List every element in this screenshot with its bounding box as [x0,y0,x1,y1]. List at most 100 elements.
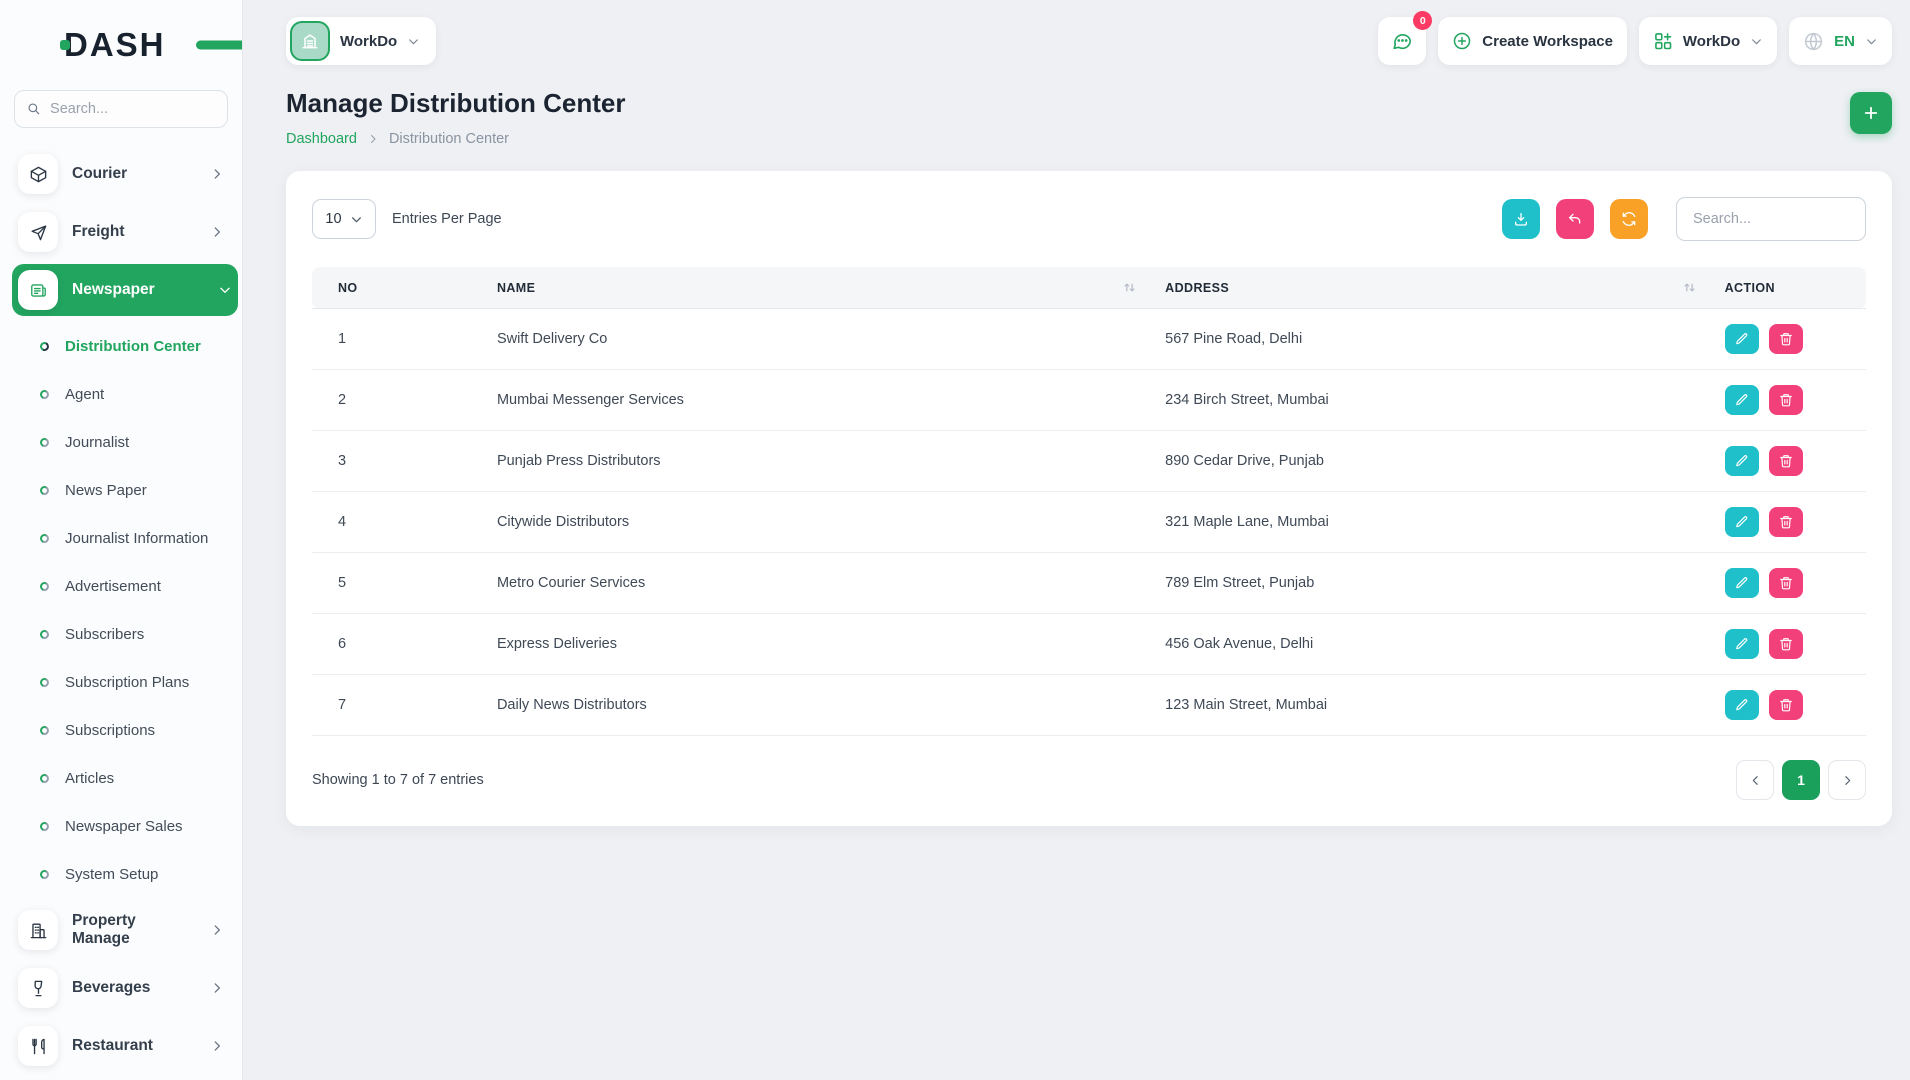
sidebar-subitem[interactable]: Advertisement [0,562,242,610]
sidebar-search-input[interactable] [50,101,215,117]
dash-logo: DASH [60,26,242,64]
workspace-switcher[interactable]: WorkDo [286,17,437,65]
cell-address: 123 Main Street, Mumbai [1151,674,1711,736]
table-row: 6 Express Deliveries 456 Oak Avenue, Del… [312,613,1866,675]
pencil-icon [1735,394,1747,406]
chat-bubble-icon [1393,34,1412,50]
edit-button[interactable] [1724,507,1759,537]
sidebar-subitem-label: System Setup [65,865,159,883]
edit-button[interactable] [1724,324,1759,354]
export-button[interactable] [1502,199,1540,239]
pencil-icon [1735,333,1747,345]
delete-button[interactable] [1768,324,1803,354]
create-workspace-button[interactable]: Create Workspace [1438,17,1627,65]
delete-button[interactable] [1768,690,1803,720]
sidebar-subitem[interactable]: Journalist [0,418,242,466]
sidebar-subitem[interactable]: Subscription Plans [0,658,242,706]
cell-action [1710,308,1866,370]
newspaper-submenu: Distribution Center Agent Journalist New… [0,322,242,898]
delete-button[interactable] [1768,446,1803,476]
table-footer: Showing 1 to 7 of 7 entries 1 [312,760,1866,800]
sidebar-item-courier[interactable]: Courier [12,148,230,200]
delete-button[interactable] [1768,385,1803,415]
sort-icon[interactable] [1122,280,1137,295]
sidebar-item-property-manage[interactable]: Property Manage [12,904,230,956]
logo-dash-icon [196,40,242,50]
plus-icon [1864,106,1878,120]
sidebar-subitem[interactable]: Subscribers [0,610,242,658]
sidebar-subitem[interactable]: Agent [0,370,242,418]
edit-button[interactable] [1724,446,1759,476]
col-header-action: ACTION [1710,267,1866,309]
sidebar-item-newspaper[interactable]: Newspaper [12,264,238,316]
next-page-button[interactable] [1828,760,1866,800]
col-header-no[interactable]: NO [312,267,483,309]
sidebar-nav: Courier Freight Newspaper Distribution C… [0,148,242,1080]
sidebar-search[interactable] [14,90,228,128]
edit-button[interactable] [1724,385,1759,415]
cell-name: Mumbai Messenger Services [482,369,1152,431]
cell-no: 1 [312,308,483,370]
sort-icon[interactable] [1682,280,1697,295]
messages-button[interactable]: 0 [1378,11,1433,65]
plane-icon [18,212,58,252]
col-header-name[interactable]: NAME [482,267,1152,309]
sidebar-subitem[interactable]: Subscriptions [0,706,242,754]
sidebar-subitem[interactable]: News Paper [0,466,242,514]
sidebar-item-label: Beverages [72,979,151,996]
sidebar-item-freight[interactable]: Freight [12,206,230,258]
cell-action [1710,552,1866,614]
chevron-right-icon [210,923,224,937]
sidebar-subitem[interactable]: Distribution Center [0,322,242,370]
breadcrumb-dashboard-link[interactable]: Dashboard [286,131,357,147]
table-row: 2 Mumbai Messenger Services 234 Birch St… [312,369,1866,431]
language-menu[interactable]: EN [1789,17,1892,65]
cell-action [1710,430,1866,492]
newspaper-icon [18,270,58,310]
edit-button[interactable] [1724,629,1759,659]
sidebar-subitem[interactable]: System Setup [0,850,242,898]
sidebar-subitem-label: Subscribers [65,625,145,643]
col-header-address[interactable]: ADDRESS [1151,267,1711,309]
breadcrumb-separator-icon [367,133,379,145]
delete-button[interactable] [1768,568,1803,598]
cell-no: 7 [312,674,483,736]
workdo-menu[interactable]: WorkDo [1638,17,1778,65]
table-search-input[interactable] [1693,198,1849,240]
sidebar-item-label: Freight [72,223,125,240]
sidebar-subitem-label: Agent [65,385,105,403]
add-distribution-center-button[interactable] [1850,92,1892,134]
bullet-icon [38,388,51,400]
chevron-right-icon [210,225,224,239]
entries-per-page-select[interactable]: 10 [312,199,376,239]
page-1-button[interactable]: 1 [1782,760,1820,800]
pencil-icon [1735,516,1747,528]
bullet-icon [38,724,51,736]
sidebar-subitem-label: Subscription Plans [65,673,190,691]
sidebar-subitem[interactable]: Articles [0,754,242,802]
sidebar-item-label: Newspaper [72,281,155,298]
delete-button[interactable] [1768,507,1803,537]
workspace-building-icon [290,21,330,61]
download-icon [1515,213,1527,226]
sidebar-subitem[interactable]: Newspaper Sales [0,802,242,850]
delete-button[interactable] [1768,629,1803,659]
workspace-label: WorkDo [340,32,398,50]
chevron-right-icon [1844,775,1850,785]
cell-address: 890 Cedar Drive, Punjab [1151,430,1711,492]
sidebar-item-beverages[interactable]: Beverages [12,962,230,1014]
search-icon [28,103,40,115]
sidebar-item-restaurant[interactable]: Restaurant [12,1020,230,1072]
sidebar-subitem-label: Distribution Center [65,337,201,355]
undo-button[interactable] [1556,199,1594,239]
sidebar-item-label: Property Manage [72,912,136,947]
refresh-icon [1622,212,1636,226]
previous-page-button[interactable] [1736,760,1774,800]
edit-button[interactable] [1724,690,1759,720]
refresh-button[interactable] [1610,199,1648,239]
table-search[interactable] [1676,197,1866,241]
entries-per-page-label: Entries Per Page [392,211,502,227]
edit-button[interactable] [1724,568,1759,598]
cell-no: 2 [312,369,483,431]
sidebar-subitem[interactable]: Journalist Information [0,514,242,562]
